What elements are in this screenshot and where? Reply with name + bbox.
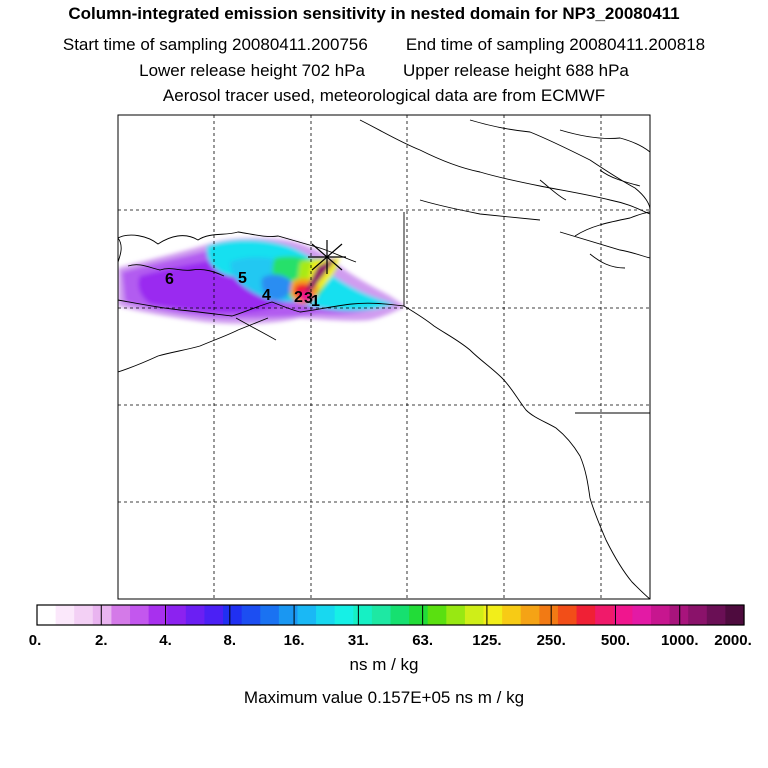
colorbar-tick-label: 4.: [159, 632, 172, 649]
colorbar-cell: [353, 605, 373, 625]
colorbar-cell: [446, 605, 466, 625]
colorbar-cell: [725, 605, 745, 625]
colorbar-tick-label: 0.: [28, 632, 42, 649]
colorbar-cell: [632, 605, 652, 625]
colorbar-cell: [92, 605, 113, 625]
colorbar-tick-label: 125.: [472, 632, 502, 649]
cluster-label-2: 2: [294, 289, 303, 306]
asterisk-icon: [308, 240, 346, 274]
colorbar-cell: [688, 605, 708, 625]
colorbar-cell: [464, 605, 485, 625]
colorbar-cell: [706, 605, 726, 625]
colorbar-cell: [260, 605, 280, 625]
colorbar-cell: [185, 605, 206, 625]
release-heights: Lower release height 702 hPa Upper releas…: [0, 61, 768, 81]
colorbar-cell: [316, 605, 336, 625]
colorbar-cell: [650, 605, 671, 625]
colorbar-cell: [483, 605, 503, 625]
plot-title: Column-integrated emission sensitivity i…: [68, 4, 680, 23]
colorbar-tick-label: 63.: [412, 632, 434, 649]
graticule: [118, 115, 650, 599]
colorbar-cell: [427, 605, 447, 625]
colorbar-tick-label: 250.: [536, 632, 566, 649]
colorbar-cell: [278, 605, 299, 625]
colorbar-cell: [502, 605, 522, 625]
colorbar-cell: [669, 605, 689, 625]
colorbar-cell: [74, 605, 94, 625]
cluster-label-6: 6: [165, 271, 174, 288]
colorbar-cell: [409, 605, 429, 625]
colorbar-cell: [241, 605, 261, 625]
cluster-label-4: 4: [262, 287, 271, 304]
colorbar-frame: [36, 604, 745, 626]
colorbar-tick-label: 8.: [223, 632, 237, 649]
colorbar-cell: [520, 605, 540, 625]
colorbar-cell: [37, 605, 57, 625]
colorbar-cell: [595, 605, 615, 625]
sampling-times: Start time of sampling 20080411.200756 En…: [0, 35, 768, 55]
end-time-label: End time of sampling 20080411.200818: [405, 35, 706, 54]
cluster-label-1: 1: [311, 293, 320, 310]
maximum-value-label: Maximum value 0.157E+05 ns m / kg: [243, 688, 525, 707]
colorbar-tick-label: 500.: [600, 632, 631, 649]
colorbar: [36, 604, 745, 626]
colorbar-cell: [55, 605, 75, 625]
cluster-label-5: 5: [238, 270, 247, 287]
map-frame: [117, 114, 651, 600]
colorbar-cell: [223, 605, 243, 625]
colorbar-cell: [576, 605, 596, 625]
colorbar-tick-label: 31.: [347, 632, 369, 649]
coastlines: [118, 119, 650, 599]
colorbar-tick-label: 2000.: [714, 632, 752, 649]
colorbar-tick-label: 1000.: [660, 632, 699, 649]
tracer-info: Aerosol tracer used, meteorological data…: [162, 86, 606, 105]
colorbar-tick-label: 2.: [95, 632, 108, 649]
map-panel: 6 5 4 2 3 1: [117, 114, 651, 600]
colorbar-cell: [371, 605, 392, 625]
colorbar-cell: [204, 605, 224, 625]
colorbar-cell: [148, 605, 168, 625]
colorbar-cell: [334, 605, 354, 625]
sensitivity-plume: [118, 237, 405, 324]
colorbar-cell: [130, 605, 150, 625]
colorbar-tick-label: 16.: [283, 632, 305, 649]
colorbar-cell: [111, 605, 131, 625]
cluster-label-3: 3: [304, 290, 313, 307]
colorbar-cell: [539, 605, 559, 625]
colorbar-units: ns m / kg: [349, 655, 419, 674]
colorbar-cell: [390, 605, 410, 625]
colorbar-cell: [297, 605, 317, 625]
colorbar-cell: [557, 605, 578, 625]
upper-height-label: Upper release height 688 hPa: [403, 61, 629, 80]
colorbar-cell: [613, 605, 633, 625]
lower-height-label: Lower release height 702 hPa: [139, 61, 365, 80]
colorbar-cell: [167, 605, 187, 625]
start-time-label: Start time of sampling 20080411.200756: [62, 35, 368, 54]
